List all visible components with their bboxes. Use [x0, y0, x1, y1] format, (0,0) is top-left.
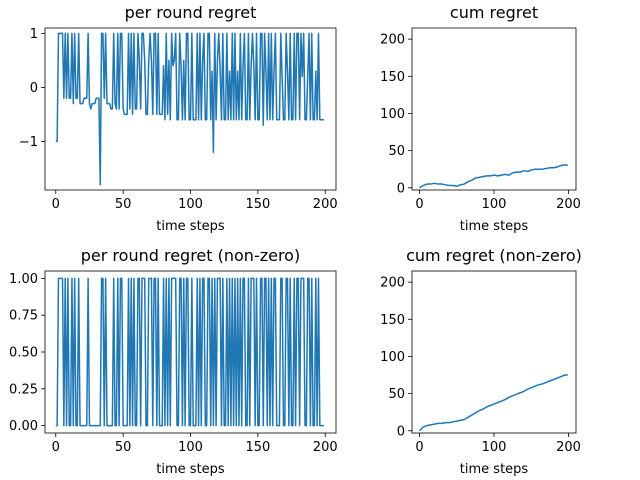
series-line: [55, 277, 324, 427]
x-tick-label: 0: [52, 440, 60, 455]
x-axis-label: time steps: [156, 219, 225, 234]
x-tick-label: 200: [313, 440, 338, 455]
x-tick-label: 200: [313, 197, 338, 212]
x-axis-label: time steps: [460, 219, 529, 234]
x-tick-label: 200: [556, 440, 581, 455]
y-tick-label: 1.00: [9, 272, 38, 287]
y-tick-label: 100: [380, 107, 405, 122]
x-tick-label: 150: [245, 440, 270, 455]
x-tick-label: 0: [415, 197, 423, 212]
chart-title: cum regret (non-zero): [406, 246, 582, 265]
chart-title: per round regret: [125, 3, 257, 22]
x-tick-label: 0: [52, 197, 60, 212]
x-tick-label: 50: [115, 197, 132, 212]
chart-cum-regret: cum regret time steps 0 100 200 0 50 100 150 20…: [380, 3, 581, 234]
y-tick-label: 50: [388, 144, 405, 159]
y-tick-label: 200: [380, 276, 405, 291]
x-tick-label: 100: [482, 440, 507, 455]
y-tick-label: 0.75: [9, 309, 38, 324]
axes-frame: [411, 270, 577, 434]
y-tick-label: 0: [397, 181, 405, 196]
chart-cum-regret-non-zero: cum regret (non-zero) time steps 0 100 200…: [380, 246, 582, 477]
y-tick-label: 0.00: [9, 419, 38, 434]
x-tick-label: 100: [178, 440, 203, 455]
x-tick-label: 50: [115, 440, 132, 455]
chart-title: cum regret: [450, 3, 538, 22]
x-tick-label: 100: [178, 197, 203, 212]
y-tick-label: 200: [380, 33, 405, 48]
y-tick-label: 150: [380, 313, 405, 328]
y-tick-label: −1: [19, 135, 38, 150]
series-line: [418, 374, 568, 432]
x-axis-label: time steps: [460, 462, 529, 477]
chart-per-round-regret: per round regret time steps 0 50 100 150 200…: [19, 3, 338, 234]
axes-frame: [411, 27, 577, 191]
chart-title: per round regret (non-zero): [81, 246, 300, 265]
x-axis-label: time steps: [156, 462, 225, 477]
y-tick-label: 1: [30, 27, 38, 42]
x-tick-label: 100: [482, 197, 507, 212]
y-tick-label: 50: [388, 387, 405, 402]
series-line: [419, 163, 568, 189]
y-tick-label: 150: [380, 70, 405, 85]
x-tick-label: 150: [245, 197, 270, 212]
chart-per-round-regret-non-zero: per round regret (non-zero) time steps 0…: [9, 246, 338, 477]
y-tick-label: 0: [30, 81, 38, 96]
x-tick-label: 0: [415, 440, 423, 455]
y-tick-label: 100: [380, 350, 405, 365]
series-line: [55, 32, 324, 186]
y-tick-label: 0.50: [9, 346, 38, 361]
y-tick-label: 0.25: [9, 382, 38, 397]
y-tick-label: 0: [397, 424, 405, 439]
x-tick-label: 200: [556, 197, 581, 212]
